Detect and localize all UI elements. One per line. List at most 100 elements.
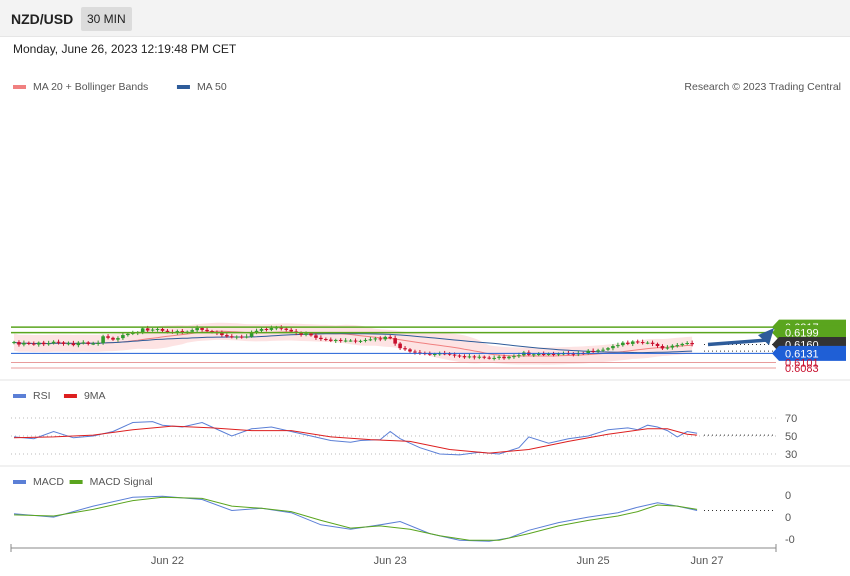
candle [56,339,61,345]
candle-body [531,354,536,356]
candle [91,341,95,346]
candle [388,335,392,340]
candle [596,348,600,354]
candle-body [611,346,615,349]
candle-body [126,333,130,336]
legend-swatch [176,85,190,89]
candle [675,342,680,348]
candle-body [616,345,620,347]
x-tick-label: Jun 23 [374,555,407,567]
candle-body [487,357,491,359]
candle [239,334,244,339]
candle-body [244,336,249,338]
candle [121,332,125,340]
candle-body [413,351,417,353]
candle [536,352,541,357]
candle-body [660,346,665,349]
candle-body [467,356,472,358]
candle [51,340,56,345]
macd-tick-label: 0 [785,512,791,524]
macd-panel: MACD MACD Signal 0 0 -0 [13,476,795,546]
candle-body [601,349,605,351]
candle-body [635,341,640,343]
candle [36,341,41,347]
candle-body [76,342,81,346]
candle-body [220,332,224,336]
ma50-line [13,333,693,354]
support-tag [772,345,846,361]
candle [383,335,388,341]
legend-label: MA 20 + Bollinger Bands [33,81,148,93]
candle [408,348,412,353]
candle [338,338,343,343]
candle-body [690,342,694,345]
candle [665,345,670,350]
candle-body [685,342,689,344]
timeframe-badge[interactable]: 30 MIN [81,7,132,31]
candle-body [66,343,71,345]
x-axis: Jun 22 Jun 23 Jun 25 Jun 27 [10,544,777,567]
candle [343,338,348,343]
candle-body [329,339,333,341]
candle-body [586,350,590,354]
candle-body [299,332,303,335]
candle [111,336,115,341]
candle [150,328,155,332]
candle-body [368,339,373,341]
candle-body [338,339,343,341]
candle [234,335,239,340]
candle-body [111,337,115,340]
candle-body [571,353,576,355]
instrument-title: NZD/USD [11,11,74,27]
main-legend: MA 20 + Bollinger Bands MA 50 [13,81,227,93]
candle-body [304,333,308,335]
candle [66,341,71,346]
candle [606,346,610,351]
candle [462,354,467,359]
candle [403,346,407,351]
candle-body [670,345,675,348]
candle [284,327,289,332]
candle [467,353,472,359]
candle-body [482,356,487,358]
candle [46,340,51,346]
candle [41,340,46,347]
candle [225,333,229,338]
credit-text: Research © 2023 Trading Central [684,81,841,93]
candle-body [254,330,259,333]
candle-body [408,349,412,352]
legend-label: 9MA [84,390,106,402]
candle-body [56,341,61,343]
candle-body [180,331,185,333]
bollinger-band [14,322,693,365]
candle-body [17,342,21,345]
candle-body [249,332,254,337]
candle-body [106,336,110,338]
candle [220,330,224,337]
candle-body [640,342,645,344]
legend-label: MA 50 [197,81,227,93]
candle [616,342,620,348]
macd-tick-label: 0 [785,490,791,502]
candle-body [269,328,274,330]
candle-body [22,342,26,345]
candle-body [32,343,36,345]
candle-body [591,350,595,352]
candle [353,338,358,344]
candle [333,338,338,343]
candle-body [140,328,145,333]
candle [22,340,26,347]
candle [32,341,36,346]
candle [472,354,477,360]
candle [650,340,655,347]
candle-body [472,356,477,358]
candle [230,334,234,339]
x-tick-label: Jun 25 [577,555,610,567]
candle [611,344,615,351]
x-tick-label: Jun 27 [690,555,723,567]
candle [314,333,318,340]
candle [348,339,353,342]
candle-body [398,343,402,349]
candle-body [626,342,630,344]
candle [497,355,501,360]
